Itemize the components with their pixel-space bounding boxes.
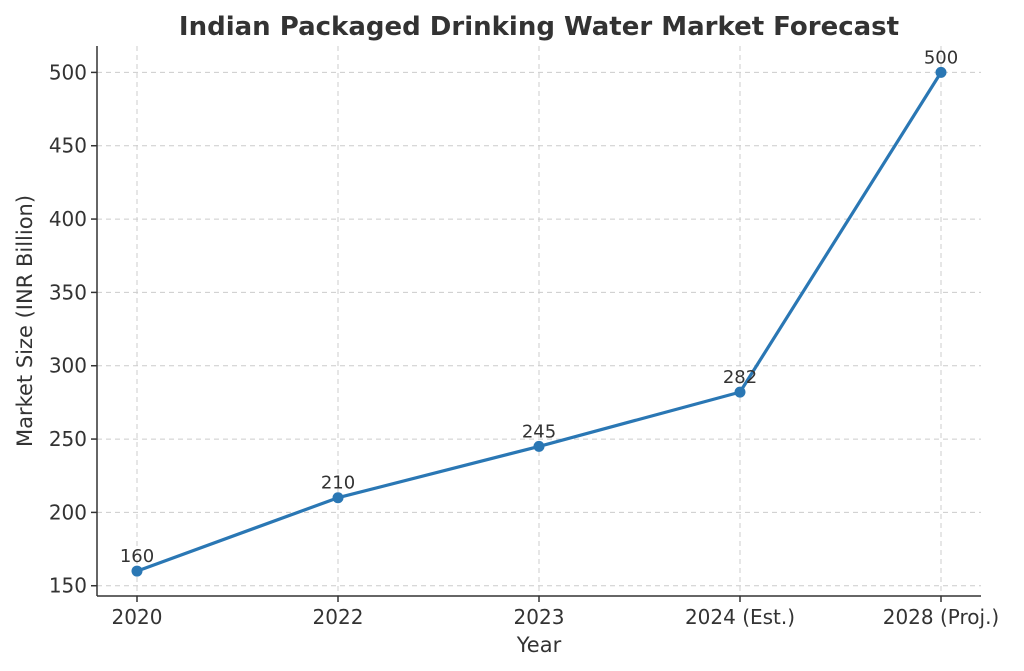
y-tick-label: 400 [49,207,87,231]
y-tick-label: 200 [49,500,87,524]
data-point [935,66,947,78]
data-label: 160 [120,546,154,567]
data-labels: 160 210 245 282 500 [120,47,958,567]
x-tick-label: 2022 [313,605,364,629]
data-point [332,492,344,504]
y-tick-label: 150 [49,574,87,598]
y-tick-label: 350 [49,280,87,304]
x-tick-label: 2024 (Est.) [685,605,795,629]
data-points [131,66,947,577]
y-tick-label: 500 [49,60,87,84]
data-label: 245 [522,421,556,442]
data-label: 500 [924,47,958,68]
tick-labels: 150 200 250 300 350 400 450 500 2020 2022 2023 2024… [49,60,999,629]
x-axis-label: Year [516,633,562,657]
chart-title: Indian Packaged Drinking Water Market Fo… [179,12,899,42]
data-label: 210 [321,473,355,494]
data-point [533,440,545,452]
data-point [131,565,143,577]
data-point [734,386,746,398]
x-tick-label: 2028 (Proj.) [883,605,1000,629]
y-tick-label: 300 [49,354,87,378]
axes [91,46,981,602]
y-tick-label: 250 [49,427,87,451]
data-label: 282 [723,367,757,388]
y-tick-label: 450 [49,134,87,158]
x-tick-label: 2020 [112,605,163,629]
y-axis-label: Market Size (INR Billion) [13,195,37,447]
x-tick-label: 2023 [514,605,565,629]
grid-lines [97,46,981,596]
